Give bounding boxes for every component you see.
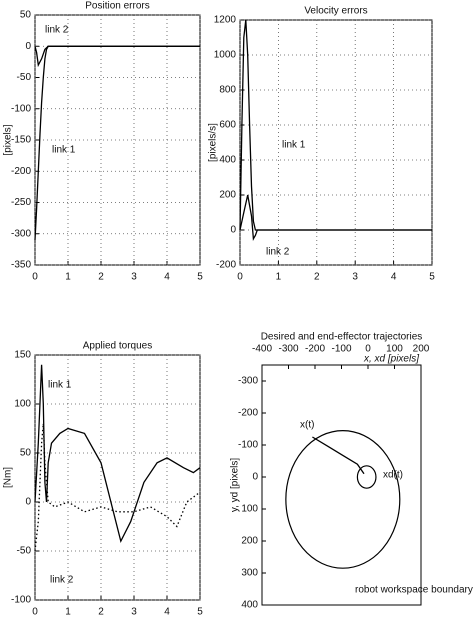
x-tick-label: 2: [98, 272, 104, 283]
x-tick-label: 2: [98, 607, 104, 618]
x-tick-label: 4: [391, 272, 397, 283]
x-tick-label: 1: [276, 272, 282, 283]
y-tick-label: 0: [25, 497, 31, 508]
x-tick-label: 3: [352, 272, 358, 283]
y-tick-label: 0: [252, 472, 258, 483]
y-tick-label: -100: [11, 595, 31, 606]
x-tick-label: 5: [197, 607, 203, 618]
y-axis-label: y, yd [pixels]: [230, 458, 241, 512]
y-tick-label: -350: [11, 260, 31, 271]
axes-frame: [239, 19, 433, 266]
series-annotation: link 2: [45, 25, 69, 36]
y-tick-label: 1000: [214, 50, 237, 61]
series-annotation: link 1: [48, 380, 72, 391]
y-tick-label: 200: [241, 536, 258, 547]
series-line: [34, 45, 200, 68]
x-tick-label: 5: [197, 272, 203, 283]
x-tick-label: -300: [278, 344, 298, 355]
y-tick-label: -50: [17, 546, 32, 557]
series-line: [34, 364, 201, 544]
series-line: [312, 436, 365, 475]
y-tick-label: 800: [219, 85, 236, 96]
y-tick-label: 50: [20, 448, 32, 459]
x-tick-label: -400: [252, 344, 272, 355]
y-tick-label: -150: [11, 135, 31, 146]
x-tick-label: 3: [131, 272, 137, 283]
x-tick-label: 4: [164, 272, 170, 283]
y-tick-label: -250: [11, 197, 31, 208]
y-tick-label: 0: [25, 41, 31, 52]
series-line: [239, 194, 432, 241]
series-annotation: link 2: [266, 247, 290, 258]
series-annotation: link 1: [282, 140, 306, 151]
x-tick-label: -100: [331, 344, 351, 355]
y-tick-label: 100: [241, 504, 258, 515]
chart-title: Desired and end-effector trajectories: [261, 332, 423, 343]
chart-title: Position errors: [85, 1, 149, 12]
x-tick-label: 0: [365, 344, 371, 355]
axes-frame: [34, 354, 201, 601]
x-tick-label: 100: [386, 344, 403, 355]
y-tick-label: 0: [230, 225, 236, 236]
y-tick-label: 50: [20, 10, 32, 21]
y-tick-label: -200: [238, 408, 258, 419]
y-tick-label: -100: [238, 440, 258, 451]
x-tick-label: 1: [65, 272, 71, 283]
y-tick-label: 100: [14, 399, 31, 410]
series-annotation: x(t): [300, 420, 314, 431]
chart-title: Velocity errors: [304, 6, 367, 17]
series-annotation: link 2: [50, 575, 74, 586]
circle-path: [356, 465, 377, 489]
y-tick-label: -300: [11, 228, 31, 239]
y-tick-label: 600: [219, 120, 236, 131]
y-tick-label: 150: [14, 350, 31, 361]
chart-title: Applied torques: [83, 341, 153, 352]
y-axis-label: [pixels]: [3, 124, 14, 155]
x-tick-label: 0: [237, 272, 243, 283]
axes-frame: [261, 364, 422, 606]
series-line: [34, 423, 201, 552]
y-tick-label: 200: [219, 190, 236, 201]
x-tick-label: 4: [164, 607, 170, 618]
x-tick-label: 5: [429, 272, 435, 283]
x-tick-label: 2: [314, 272, 320, 283]
series-line: [34, 45, 200, 241]
series-annotation: link 1: [52, 145, 76, 156]
x-tick-label: 3: [131, 607, 137, 618]
y-tick-label: -50: [17, 72, 32, 83]
x-tick-label: 200: [413, 344, 430, 355]
circle-path: [285, 429, 401, 569]
y-tick-label: 400: [241, 600, 258, 611]
x-tick-label: -200: [305, 344, 325, 355]
x-tick-label: 1: [65, 607, 71, 618]
x-tick-label: 0: [32, 607, 38, 618]
y-tick-label: 400: [219, 155, 236, 166]
x-axis-label: x, xd [pixels]: [363, 354, 419, 365]
y-tick-label: 1200: [214, 15, 237, 26]
y-axis-label: [Nm]: [3, 467, 14, 488]
y-tick-label: 300: [241, 568, 258, 579]
circle-annotation: robot workspace boundary: [355, 585, 473, 596]
y-tick-label: -200: [216, 260, 236, 271]
y-tick-label: -300: [238, 376, 258, 387]
y-tick-label: -100: [11, 103, 31, 114]
y-axis-label: [pixels/s]: [208, 123, 219, 162]
y-tick-label: -200: [11, 166, 31, 177]
circle-annotation: xd(t): [383, 470, 403, 481]
x-tick-label: 0: [32, 272, 38, 283]
